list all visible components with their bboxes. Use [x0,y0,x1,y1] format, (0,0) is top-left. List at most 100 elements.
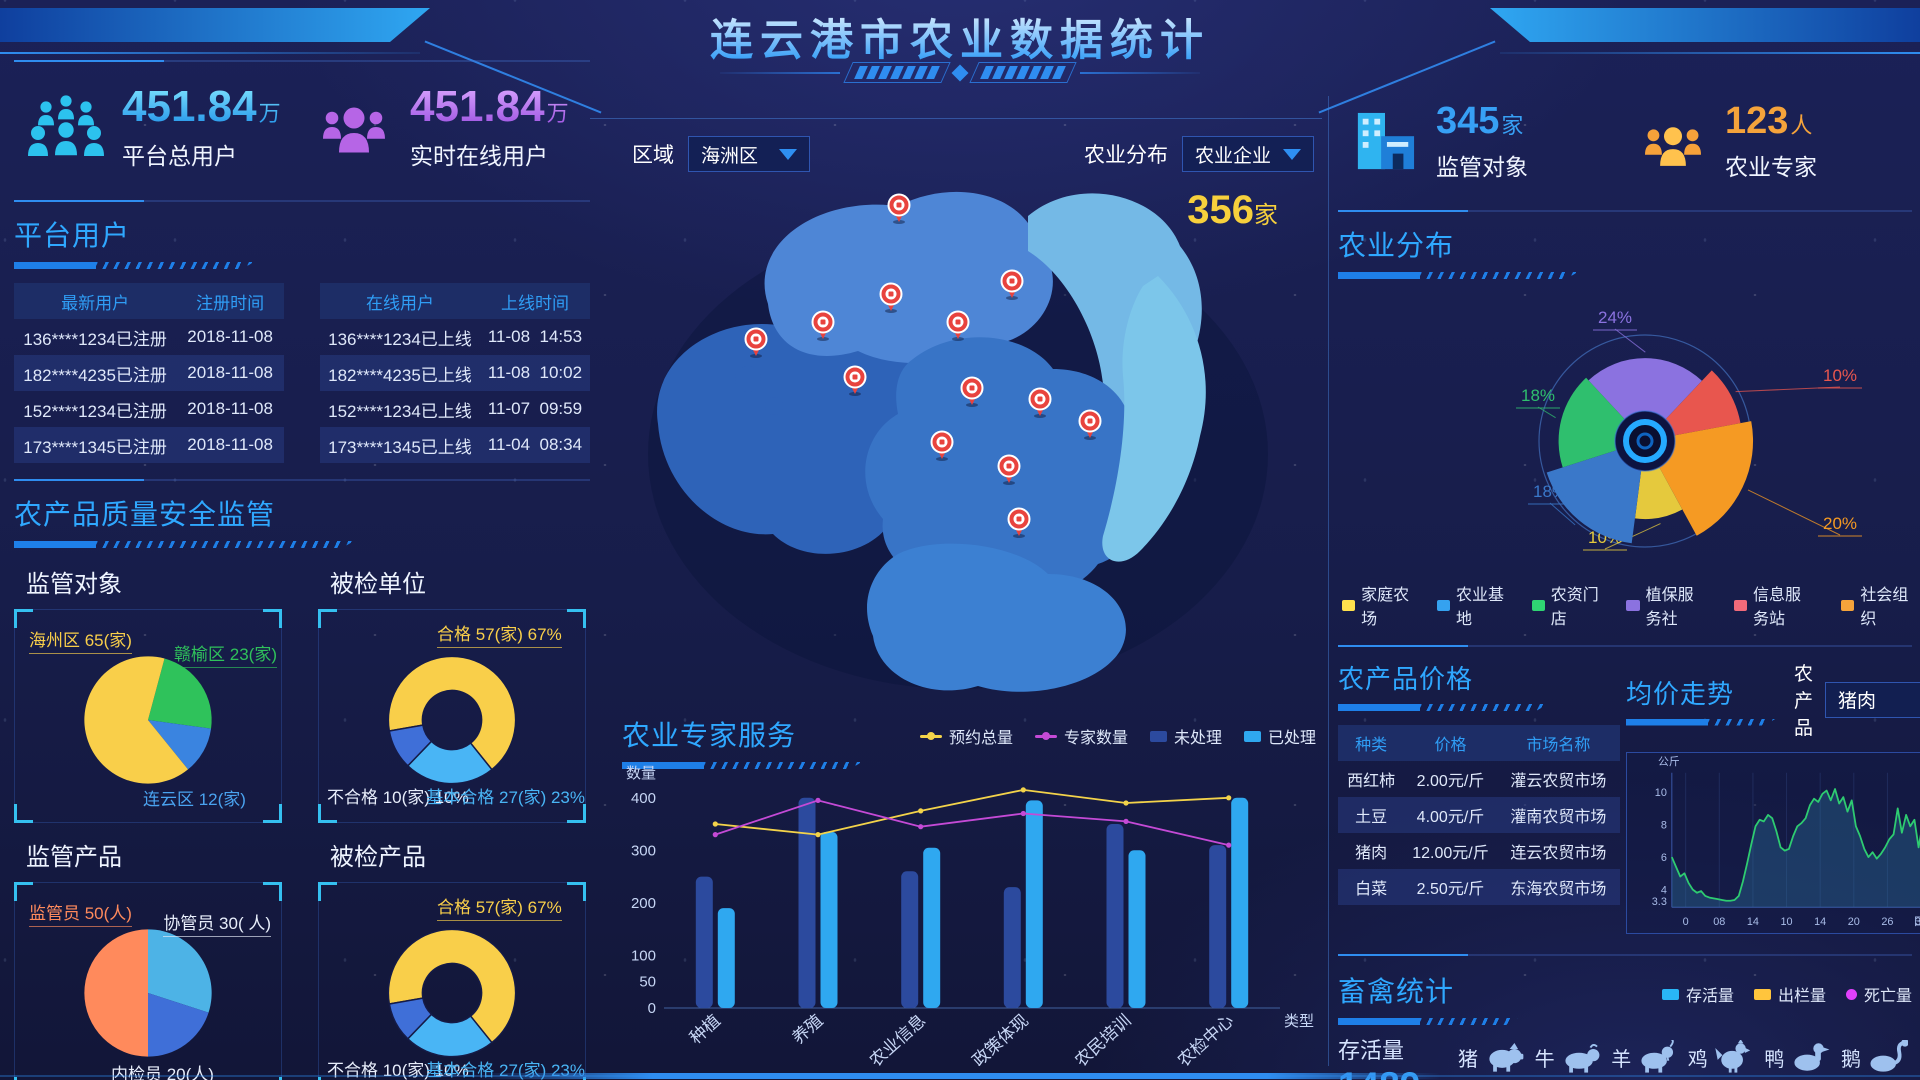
legend-item[interactable]: 社会组织 [1841,581,1910,629]
map-pin[interactable] [930,430,954,462]
legend-marker [1342,599,1356,611]
map-pin[interactable] [946,310,970,342]
distribution-rose-chart[interactable]: 24% 10% 20% 10% 18% 18% [1338,279,1912,579]
legend-item[interactable]: 已处理 [1244,724,1316,748]
panel-divider-right [1328,96,1329,1066]
section-title-quality: 农产品质量安全监管 [14,499,276,530]
animal-2-icon [1565,1044,1600,1073]
legend-label: 出栏量 [1777,988,1826,1005]
pie-label: 连云区 12(家) [143,790,246,809]
pie-label: 内检员 20(人) [111,1065,214,1080]
animal-4-icon [1715,1040,1750,1073]
svg-text:18%: 18% [1533,482,1567,501]
chart-inspected-products: 被检产品 合格 57(家) 67% 不合格 10(家) 10% 基本合格 27(… [318,823,586,1080]
expert-service-chart[interactable]: 种植 养殖 农业信息 政策体现 农民培训 农检中心 400 300 200 100 50 0 数量 类型 [614,764,1316,1070]
region-select[interactable]: 海洲区 [688,136,810,172]
map-pin[interactable] [1007,507,1031,539]
section-title-trend: 均价走势 [1626,678,1735,709]
map-pin[interactable] [1078,409,1102,441]
animal-item: 猪 [1458,1040,1525,1074]
online-table: 在线用户 上线时间 136****1234已上线 11-08 14:53 182**… [320,283,590,463]
expert-service-header: 农业专家服务 预约总量 专家数量 未处理 已处理 [622,714,1318,769]
legend-marker [1841,599,1855,611]
pie-label: 合格 57(家) 67% [437,893,562,921]
distribution-legend: 家庭农场 农业基地 农资门店 植保服务社 信息服务站 社会组织 [1342,581,1910,629]
pie-chart[interactable] [74,646,222,794]
legend-item[interactable]: 出栏量 [1753,982,1826,1006]
legend-label: 农资门店 [1550,587,1599,628]
map-pin[interactable] [997,454,1021,486]
donut-chart[interactable] [378,919,526,1067]
map-pin[interactable] [843,365,867,397]
map-pin[interactable] [960,376,984,408]
region-map[interactable] [598,154,1320,699]
svg-text:养殖: 养殖 [789,1011,827,1048]
map-pin[interactable] [1028,387,1052,419]
legend-item[interactable]: 预约总量 [920,724,1013,748]
legend-item[interactable]: 信息服务站 [1733,581,1815,629]
legend-marker [1531,599,1545,611]
legend-item[interactable]: 存活量 [1661,982,1734,1006]
price-trend-chart[interactable]: 0 08 14 10 14 20 26 30 10 8 6 43.3 公斤日期 [1627,753,1920,933]
stat-label: 存活量 [1338,1038,1405,1063]
map-pin[interactable] [744,327,768,359]
pie-label: 合格 57(家) 67% [437,620,562,648]
donut-chart[interactable] [378,646,526,794]
title-underline [1338,704,1548,711]
section-divider [1338,954,1912,956]
svg-text:18%: 18% [1521,386,1555,405]
pie-label: 赣榆区 23(家) [174,640,277,668]
map-pin[interactable] [1000,269,1024,301]
legend-item[interactable]: 专家数量 [1035,724,1128,748]
pie-label: 基本合格 27(家) 23% [426,788,585,807]
legend-marker [1661,988,1679,1000]
section-title-livestock: 畜禽统计 [1338,976,1455,1007]
stat-label: 监管对象 [1436,154,1528,180]
legend-marker [1035,731,1058,740]
product-select[interactable]: 猪肉 [1825,681,1920,718]
table-row: 西红柿 2.00元/斤 灌云农贸市场 [1347,773,1607,790]
map-pin[interactable] [887,193,911,225]
title-underline [14,262,254,269]
table-row: 173****1345已注册 2018-11-08 [14,427,284,463]
svg-text:50: 50 [639,974,656,991]
legend-marker [1753,988,1771,1000]
pie-label: 海州区 65(家) [29,626,132,654]
bracket-box: 合格 57(家) 67% 不合格 10(家) 10% 基本合格 27(家) 23… [318,609,586,823]
svg-text:30: 30 [1915,916,1920,928]
legend-item[interactable]: 未处理 [1150,724,1222,748]
pie-chart[interactable] [74,919,222,1067]
product-label: 农产品 [1794,664,1814,739]
svg-text:公斤: 公斤 [1658,755,1680,768]
distribution-select[interactable]: 农业企业 [1181,136,1314,172]
legend-marker [1150,730,1168,742]
map-pin[interactable] [811,310,835,342]
svg-text:14: 14 [1747,916,1759,928]
stat-online-users: 451.84万 实时在线用户 [302,72,590,184]
legend-item[interactable]: 死亡量 [1845,982,1912,1006]
legend-item[interactable]: 家庭农场 [1342,581,1411,629]
legend-label: 农业基地 [1455,587,1504,628]
column-header: 上线时间 [479,283,590,319]
animal-row: 猪牛羊鸡鸭鹅 [1450,1033,1912,1080]
header-right-decoration [1490,8,1920,42]
legend-item[interactable]: 农业基地 [1436,581,1506,629]
svg-text:20%: 20% [1823,514,1857,533]
chevron-down-icon [1283,148,1301,160]
legend-item[interactable]: 农资门店 [1531,581,1601,629]
svg-text:24%: 24% [1598,308,1632,327]
distribution-rose-area: 24% 10% 20% 10% 18% 18% [1338,279,1912,579]
svg-text:400: 400 [631,790,656,807]
legend-item[interactable]: 植保服务社 [1626,581,1707,629]
svg-text:20: 20 [1848,916,1860,928]
stat-agri-experts: 123人 农业专家 [1625,90,1912,194]
map-pin[interactable] [879,282,903,314]
legend-label: 家庭农场 [1361,587,1410,628]
legend-label: 专家数量 [1064,730,1129,747]
map-panel: 区域 海洲区 农业分布 农业企业 356家 [590,96,1322,1072]
table-row: 182****4235已上线 11-08 10:02 [320,355,590,391]
animal-1-icon [1489,1042,1524,1072]
legend-marker [1626,599,1640,611]
online-users-icon [323,107,385,153]
stat-value: 345家 [1436,100,1524,142]
